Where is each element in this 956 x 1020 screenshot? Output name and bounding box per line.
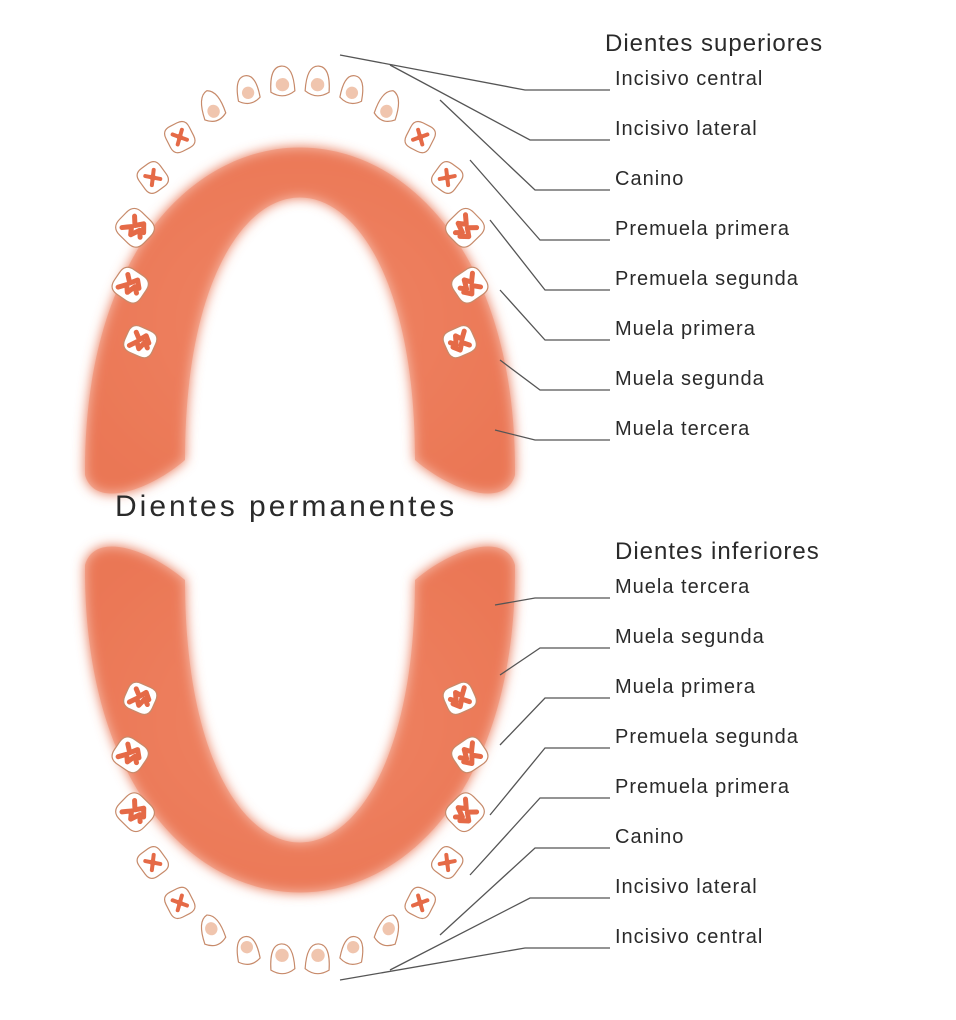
upper-label-5: Muela primera bbox=[615, 318, 756, 341]
lower-heading: Dientes inferiores bbox=[615, 538, 820, 566]
upper-label-2: Canino bbox=[615, 168, 684, 191]
lower-label-2: Muela primera bbox=[615, 676, 756, 699]
upper-label-3: Premuela primera bbox=[615, 218, 790, 241]
upper-label-7: Muela tercera bbox=[615, 418, 750, 441]
lower-label-5: Canino bbox=[615, 826, 684, 849]
upper-heading: Dientes superiores bbox=[605, 30, 823, 58]
upper-label-1: Incisivo lateral bbox=[615, 118, 758, 141]
lower-label-4: Premuela primera bbox=[615, 776, 790, 799]
lower-label-0: Muela tercera bbox=[615, 576, 750, 599]
lower-label-6: Incisivo lateral bbox=[615, 876, 758, 899]
lower-label-7: Incisivo central bbox=[615, 926, 763, 949]
upper-label-4: Premuela segunda bbox=[615, 268, 799, 291]
upper-label-6: Muela segunda bbox=[615, 368, 765, 391]
lower-label-3: Premuela segunda bbox=[615, 726, 799, 749]
lower-label-1: Muela segunda bbox=[615, 626, 765, 649]
upper-label-0: Incisivo central bbox=[615, 68, 763, 91]
main-title: Dientes permanentes bbox=[115, 490, 457, 524]
